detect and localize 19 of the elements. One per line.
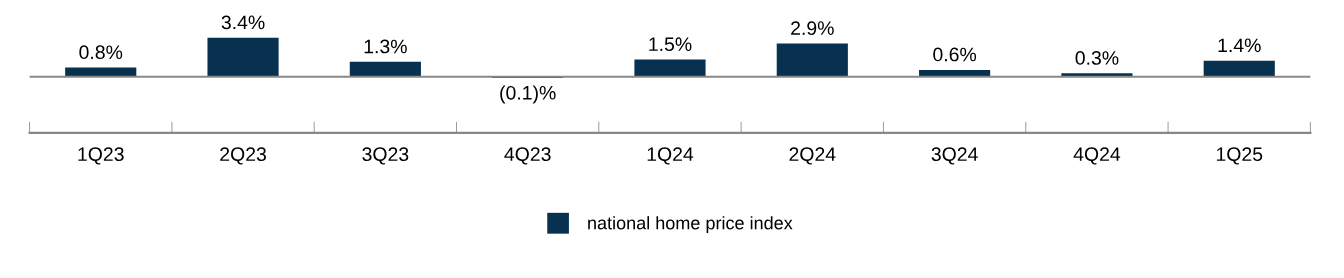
data-label: 0.8% — [79, 45, 123, 60]
data-label: 1.4% — [1218, 38, 1261, 53]
data-label: 0.3% — [1075, 51, 1119, 65]
legend-label: national home price index — [588, 216, 793, 233]
data-label: (0.1)% — [500, 85, 556, 104]
data-label: 1.5% — [649, 37, 692, 52]
x-tick-label: 1Q24 — [647, 147, 694, 165]
x-tick-label: 1Q25 — [1216, 147, 1263, 165]
x-tick-label: 4Q23 — [504, 147, 551, 165]
data-label: 1.3% — [364, 39, 407, 54]
data-label: 2.9% — [791, 21, 834, 36]
x-tick-label: 2Q23 — [220, 147, 266, 165]
x-tick-label: 2Q24 — [789, 147, 836, 165]
x-tick-label: 3Q24 — [931, 147, 978, 165]
data-label: 0.6% — [933, 47, 977, 62]
x-tick-label: 4Q24 — [1073, 147, 1121, 165]
x-tick-label: 3Q23 — [362, 147, 409, 165]
x-tick-label: 1Q23 — [78, 147, 124, 165]
data-label: 3.4% — [221, 15, 265, 30]
